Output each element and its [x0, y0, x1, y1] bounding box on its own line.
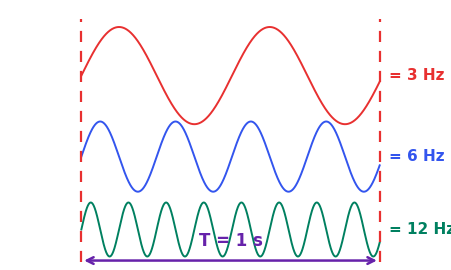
- Text: = 6 Hz: = 6 Hz: [388, 149, 443, 164]
- Text: = 12 Hz: = 12 Hz: [388, 222, 451, 237]
- Text: = 3 Hz: = 3 Hz: [388, 68, 443, 83]
- Text: T = 1 s: T = 1 s: [198, 232, 262, 250]
